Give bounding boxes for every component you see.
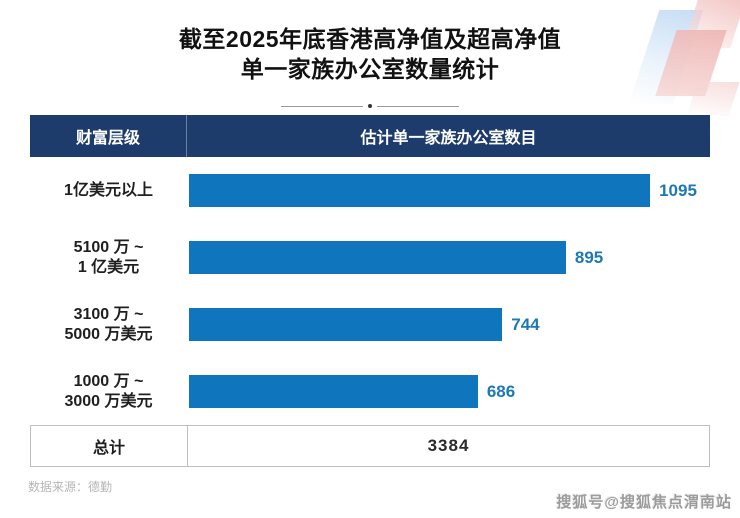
header-wealth-tier: 财富层级	[30, 115, 187, 157]
family-office-table: 财富层级 估计单一家族办公室数目 1亿美元以上 1095 5100 万 ~ 1 …	[30, 115, 710, 467]
bar-area: 895	[187, 241, 710, 274]
page-title-line2: 单一家族办公室数量统计	[240, 56, 500, 82]
total-label: 总计	[31, 426, 188, 466]
title-divider	[0, 104, 740, 108]
divider-line-left	[281, 105, 363, 107]
page-title-line1: 截至2025年底香港高净值及超高净值	[178, 26, 562, 52]
table-row: 5100 万 ~ 1 亿美元 895	[30, 224, 710, 291]
bar	[189, 375, 478, 408]
bar	[189, 308, 503, 341]
row-label: 1亿美元以上	[30, 181, 187, 201]
row-label: 5100 万 ~ 1 亿美元	[30, 238, 187, 278]
bar-value-label: 744	[511, 314, 540, 334]
data-source-note: 数据来源：德勤	[28, 480, 113, 494]
page-title: 截至2025年底香港高净值及超高净值 单一家族办公室数量统计	[0, 24, 740, 84]
row-label: 1000 万 ~ 3000 万美元	[30, 372, 187, 412]
divider-dot-icon	[368, 104, 372, 108]
table-row: 1000 万 ~ 3000 万美元 686	[30, 358, 710, 425]
table-row: 1亿美元以上 1095	[30, 157, 710, 224]
bar-value-label: 895	[574, 247, 604, 267]
row-label-line: 1000 万 ~	[73, 372, 144, 390]
row-label-line: 3000 万美元	[64, 392, 153, 410]
total-value: 3384	[427, 436, 470, 455]
table-body: 1亿美元以上 1095 5100 万 ~ 1 亿美元 895 3100 万 ~ …	[30, 157, 710, 425]
row-label-line: 3100 万 ~	[73, 305, 144, 323]
table-header-row: 财富层级 估计单一家族办公室数目	[30, 115, 710, 157]
bar-value-label: 1095	[659, 180, 697, 200]
bar	[189, 174, 651, 207]
row-label-line: 1亿美元以上	[64, 181, 153, 199]
bar-value-label: 686	[486, 381, 516, 401]
bar	[189, 241, 566, 274]
bar-area: 744	[187, 308, 710, 341]
bar-area: 686	[187, 375, 710, 408]
header-estimate: 估计单一家族办公室数目	[360, 130, 537, 147]
row-label-line: 1 亿美元	[77, 258, 140, 276]
table-row: 3100 万 ~ 5000 万美元 744	[30, 291, 710, 358]
sohu-watermark: 搜狐号@搜狐焦点渭南站	[556, 494, 732, 511]
row-label-line: 5000 万美元	[64, 325, 153, 343]
divider-line-right	[377, 105, 459, 107]
row-label: 3100 万 ~ 5000 万美元	[30, 305, 187, 345]
bar-area: 1095	[187, 174, 710, 207]
row-label-line: 5100 万 ~	[73, 238, 144, 256]
total-row: 总计 3384	[30, 425, 710, 467]
